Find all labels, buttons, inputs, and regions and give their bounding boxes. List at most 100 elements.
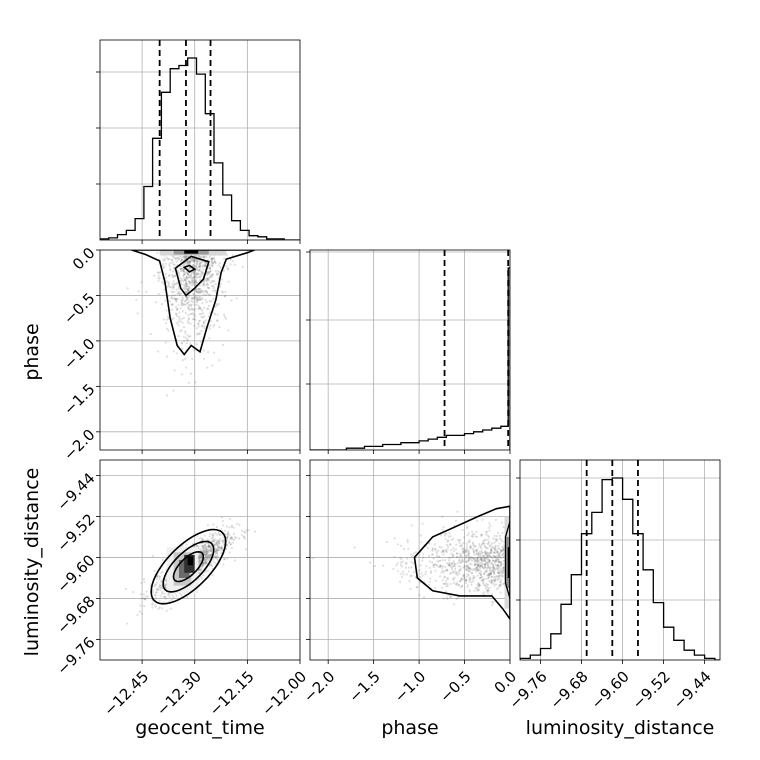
scatter-point <box>485 569 488 573</box>
scatter-point <box>488 572 491 575</box>
scatter-point <box>456 552 459 555</box>
scatter-point <box>175 313 178 316</box>
scatter-point <box>190 272 193 275</box>
scatter-point <box>214 261 217 264</box>
scatter-point <box>185 282 188 285</box>
scatter-point <box>496 559 499 562</box>
scatter-point <box>214 551 217 554</box>
scatter-point <box>194 296 197 299</box>
scatter-point <box>441 579 444 582</box>
scatter-point <box>475 549 478 552</box>
scatter-point <box>168 258 171 261</box>
scatter-point <box>203 315 206 318</box>
scatter-point <box>182 303 185 306</box>
scatter-point <box>180 299 183 303</box>
scatter-point <box>478 555 481 558</box>
scatter-point <box>493 561 496 564</box>
scatter-point <box>458 558 461 561</box>
scatter-point <box>203 261 206 264</box>
scatter-point <box>194 279 197 282</box>
scatter-point <box>154 604 157 607</box>
scatter-point <box>501 553 504 556</box>
scatter-point <box>400 565 404 568</box>
scatter-point <box>214 282 217 286</box>
scatter-point <box>195 259 198 262</box>
scatter-point <box>143 597 146 600</box>
scatter-point <box>470 556 473 559</box>
scatter-point <box>436 552 439 555</box>
scatter-point <box>206 538 209 541</box>
scatter-point <box>192 324 196 327</box>
scatter-point <box>192 292 195 296</box>
scatter-point <box>491 570 495 573</box>
scatter-point <box>200 555 203 558</box>
scatter-point <box>199 291 202 294</box>
scatter-point <box>203 349 206 352</box>
scatter-point <box>179 592 182 596</box>
scatter-point <box>187 272 190 275</box>
scatter-point <box>188 261 191 264</box>
scatter-point <box>172 266 175 270</box>
scatter-point <box>486 552 489 555</box>
scatter-point <box>151 603 154 606</box>
scatter-point <box>214 262 217 265</box>
scatter-point <box>446 569 449 572</box>
scatter-point <box>199 298 202 301</box>
scatter-point <box>489 544 492 547</box>
scatter-point <box>222 541 225 544</box>
scatter-point <box>213 351 216 354</box>
tick-marks <box>96 71 706 664</box>
scatter-point <box>151 602 154 605</box>
scatter-point <box>192 277 195 280</box>
scatter-point <box>175 322 179 325</box>
scatter-point <box>486 554 489 558</box>
scatter-point <box>185 275 189 278</box>
scatter-point <box>489 550 492 554</box>
scatter-point <box>184 330 187 333</box>
scatter-point <box>247 529 250 532</box>
scatter-point <box>184 255 188 258</box>
scatter-point <box>198 263 201 266</box>
scatter-point <box>490 542 493 545</box>
scatter-point <box>216 558 219 561</box>
scatter-point <box>447 556 450 560</box>
scatter-point <box>196 332 199 335</box>
scatter-point <box>443 551 446 554</box>
scatter-point <box>171 303 174 306</box>
scatter-point <box>410 553 413 556</box>
scatter-point <box>493 579 496 582</box>
scatter-point <box>210 300 213 303</box>
scatter-point <box>212 523 215 526</box>
scatter-point <box>467 551 470 554</box>
scatter-point <box>492 582 495 585</box>
scatter-point <box>176 256 180 259</box>
scatter-point <box>496 550 499 554</box>
scatter-point <box>466 565 469 569</box>
scatter-point <box>217 270 220 273</box>
scatter-point <box>209 269 212 272</box>
scatter-point <box>158 578 161 581</box>
grid-hGeo-v <box>141 40 300 240</box>
scatter-point <box>455 572 458 575</box>
scatter-point <box>497 561 501 564</box>
scatter-point <box>502 552 505 555</box>
scatter-point <box>211 264 214 267</box>
scatter-point <box>205 545 208 548</box>
scatter-point <box>205 548 208 552</box>
scatter-point <box>164 258 167 261</box>
scatter-point <box>441 515 444 518</box>
scatter-point <box>190 257 193 260</box>
scatter-point <box>181 347 184 351</box>
scatter-point <box>200 554 203 557</box>
scatter-point <box>196 544 199 547</box>
scatter-point <box>201 545 204 548</box>
scatter-point <box>440 571 443 574</box>
scatter-point <box>191 358 194 361</box>
scatter-point <box>396 570 399 573</box>
scatter-point <box>215 556 218 560</box>
scatter-point <box>436 560 439 563</box>
scatter-point <box>233 538 236 542</box>
scatter-point <box>428 566 431 569</box>
scatter-point <box>202 545 205 548</box>
scatter-point <box>186 301 189 304</box>
